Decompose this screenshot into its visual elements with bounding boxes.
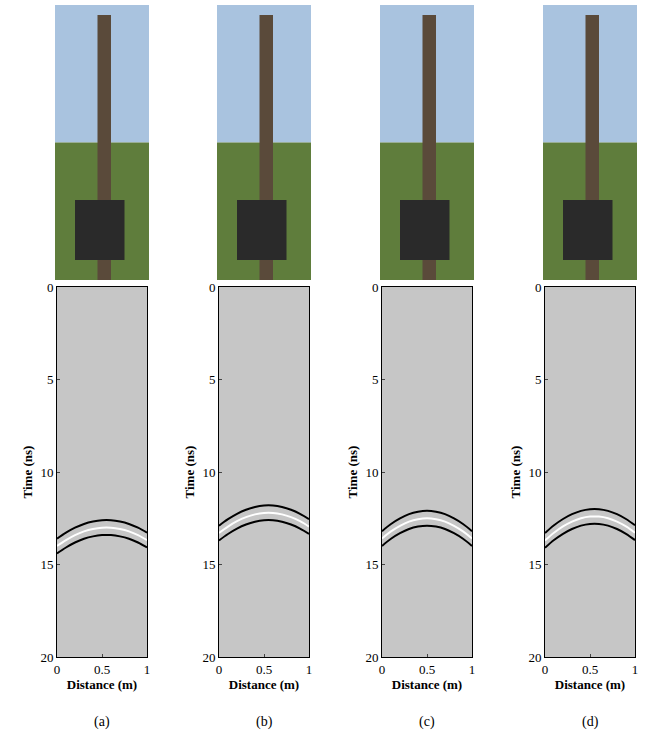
svg-text:15: 15 (40, 557, 53, 572)
svg-text:15: 15 (202, 557, 215, 572)
svg-text:10: 10 (40, 465, 53, 480)
svg-text:(c): (c) (419, 714, 435, 730)
svg-text:20: 20 (528, 650, 541, 665)
svg-text:0: 0 (542, 662, 549, 677)
svg-text:0.5: 0.5 (419, 662, 435, 677)
svg-text:5: 5 (209, 372, 216, 387)
svg-text:Time (ns): Time (ns) (20, 446, 35, 499)
svg-text:1: 1 (306, 662, 313, 677)
svg-text:Distance (m): Distance (m) (229, 677, 299, 692)
svg-text:10: 10 (528, 465, 541, 480)
svg-text:0: 0 (372, 280, 379, 295)
svg-text:Distance (m): Distance (m) (67, 677, 137, 692)
svg-text:Distance (m): Distance (m) (555, 677, 625, 692)
svg-text:0: 0 (379, 662, 386, 677)
svg-text:5: 5 (535, 372, 542, 387)
svg-text:20: 20 (365, 650, 378, 665)
svg-text:20: 20 (202, 650, 215, 665)
svg-text:Time (ns): Time (ns) (345, 446, 360, 499)
svg-text:1: 1 (632, 662, 639, 677)
svg-text:1: 1 (144, 662, 151, 677)
svg-text:Distance (m): Distance (m) (392, 677, 462, 692)
svg-text:0: 0 (47, 280, 54, 295)
svg-text:0: 0 (54, 662, 61, 677)
svg-text:(b): (b) (256, 714, 273, 730)
svg-text:10: 10 (365, 465, 378, 480)
svg-text:15: 15 (528, 557, 541, 572)
svg-text:5: 5 (47, 372, 54, 387)
svg-text:0: 0 (535, 280, 542, 295)
svg-text:0: 0 (216, 662, 223, 677)
svg-text:1: 1 (469, 662, 476, 677)
svg-text:5: 5 (372, 372, 379, 387)
svg-text:(d): (d) (582, 714, 599, 730)
svg-text:0: 0 (209, 280, 216, 295)
svg-text:20: 20 (40, 650, 53, 665)
svg-text:15: 15 (365, 557, 378, 572)
svg-text:0.5: 0.5 (256, 662, 272, 677)
svg-text:Time (ns): Time (ns) (182, 446, 197, 499)
svg-text:10: 10 (202, 465, 215, 480)
svg-text:0.5: 0.5 (94, 662, 110, 677)
svg-text:Time (ns): Time (ns) (508, 446, 523, 499)
svg-text:(a): (a) (94, 714, 110, 730)
svg-text:0.5: 0.5 (582, 662, 598, 677)
